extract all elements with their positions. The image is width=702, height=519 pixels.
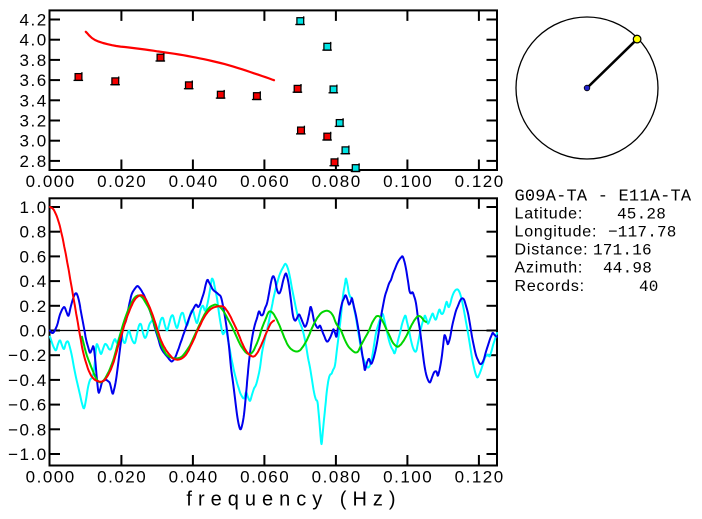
svg-text:0.0: 0.0 xyxy=(20,322,48,341)
svg-text:−0.2: −0.2 xyxy=(8,346,48,365)
svg-text:0.020: 0.020 xyxy=(97,468,147,487)
svg-text:frequency (Hz): frequency (Hz) xyxy=(186,489,401,511)
svg-text:0.080: 0.080 xyxy=(312,172,362,191)
svg-text:0.000: 0.000 xyxy=(26,172,76,191)
svg-text:3.4: 3.4 xyxy=(20,91,48,110)
svg-text:0.6: 0.6 xyxy=(20,247,48,266)
svg-text:−0.8: −0.8 xyxy=(8,420,48,439)
svg-text:Distance:: Distance: xyxy=(515,242,589,259)
svg-text:−0.6: −0.6 xyxy=(8,396,48,415)
svg-text:3.0: 3.0 xyxy=(20,132,48,151)
svg-text:4.0: 4.0 xyxy=(20,31,48,50)
svg-text:Azimuth:: Azimuth: xyxy=(515,260,584,277)
svg-text:0.020: 0.020 xyxy=(97,172,147,191)
svg-text:−1.0: −1.0 xyxy=(8,445,48,464)
svg-text:0.4: 0.4 xyxy=(20,272,48,291)
svg-text:−0.4: −0.4 xyxy=(8,371,48,390)
svg-text:3.8: 3.8 xyxy=(20,51,48,70)
svg-text:0.000: 0.000 xyxy=(26,468,76,487)
svg-text:0.060: 0.060 xyxy=(240,468,290,487)
svg-text:171.16: 171.16 xyxy=(593,242,652,260)
svg-text:Longitude:: Longitude: xyxy=(515,224,598,241)
svg-text:0.120: 0.120 xyxy=(455,468,505,487)
svg-text:3.6: 3.6 xyxy=(20,71,48,90)
svg-text:0.100: 0.100 xyxy=(383,172,433,191)
svg-text:40: 40 xyxy=(639,278,659,296)
svg-text:0.060: 0.060 xyxy=(240,172,290,191)
svg-text:0.2: 0.2 xyxy=(20,297,48,316)
svg-text:45.28: 45.28 xyxy=(617,205,666,223)
svg-text:0.040: 0.040 xyxy=(169,172,219,191)
svg-text:Records:: Records: xyxy=(515,278,585,295)
svg-text:2.8: 2.8 xyxy=(20,152,48,171)
svg-text:0.040: 0.040 xyxy=(169,468,219,487)
svg-text:G09A-TA - E11A-TA: G09A-TA - E11A-TA xyxy=(515,187,692,206)
svg-text:0.8: 0.8 xyxy=(20,223,48,242)
svg-text:4.2: 4.2 xyxy=(20,11,48,30)
svg-text:0.120: 0.120 xyxy=(455,172,505,191)
svg-text:44.98: 44.98 xyxy=(603,260,652,278)
svg-text:Latitude:: Latitude: xyxy=(515,205,584,222)
svg-text:1.0: 1.0 xyxy=(20,198,48,217)
svg-text:0.080: 0.080 xyxy=(312,468,362,487)
svg-text:0.100: 0.100 xyxy=(383,468,433,487)
svg-text:−117.78: −117.78 xyxy=(608,224,677,242)
svg-text:3.2: 3.2 xyxy=(20,112,48,131)
